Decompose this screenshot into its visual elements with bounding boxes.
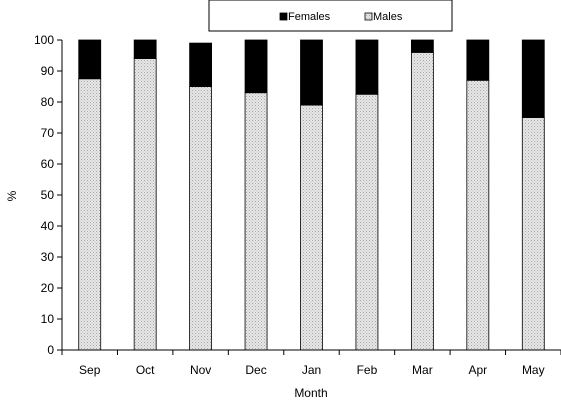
y-tick-label: 100 [34,33,54,47]
x-tick-label-mar: Mar [412,363,433,377]
x-tick-label-jan: Jan [302,363,321,377]
x-ticks: Sep Oct Nov Dec Jan Feb Mar Apr May [61,350,561,377]
legend-swatch-males [364,12,373,21]
y-tick-label: 10 [41,312,55,326]
bar-males-dec [244,92,268,351]
bar-females-apr [466,39,490,81]
y-tick-label: 80 [41,95,55,109]
legend-swatch-females [279,12,288,21]
bar-males-oct [133,58,157,351]
bar-males-nov [189,86,213,351]
bar-males-apr [466,79,490,351]
bar-females-mar [410,39,434,53]
x-tick-label-nov: Nov [190,363,211,377]
legend-label-males: Males [373,11,403,23]
y-tick-label: 60 [41,157,55,171]
x-tick-label-dec: Dec [245,363,266,377]
x-axis-title: Month [294,386,327,400]
bar-males-jan [300,104,323,351]
y-tick-label: 30 [41,250,55,264]
y-tick-label: 90 [41,64,55,78]
x-tick-label-apr: Apr [468,363,487,377]
x-tick-label-oct: Oct [136,363,155,377]
bar-females-may [521,39,545,118]
bar-females-dec [244,39,268,94]
bar-males-may [521,117,545,351]
bar-females-sep [78,39,102,80]
y-tick-label: 0 [47,343,54,357]
x-tick-label-may: May [522,363,545,377]
legend-label-females: Females [288,11,331,23]
y-tick-label: 40 [41,219,55,233]
bar-males-feb [355,93,379,351]
y-tick-label: 50 [41,188,55,202]
bar-males-mar [410,52,434,351]
bar-females-nov [189,42,213,87]
y-tick-label: 20 [41,281,55,295]
legend-box [208,0,453,32]
bar-females-oct [133,39,157,60]
bar-females-jan [300,39,323,106]
bar-males-sep [78,78,102,351]
bar-females-feb [355,39,379,95]
y-tick-label: 70 [41,126,55,140]
x-tick-label-feb: Feb [357,363,378,377]
bars-layer [78,39,545,351]
y-axis-title: % [5,190,19,201]
x-tick-label-sep: Sep [79,363,101,377]
y-ticks: 0 10 20 30 40 50 60 70 80 90 100 [34,33,62,357]
legend: Females Males [208,0,453,32]
